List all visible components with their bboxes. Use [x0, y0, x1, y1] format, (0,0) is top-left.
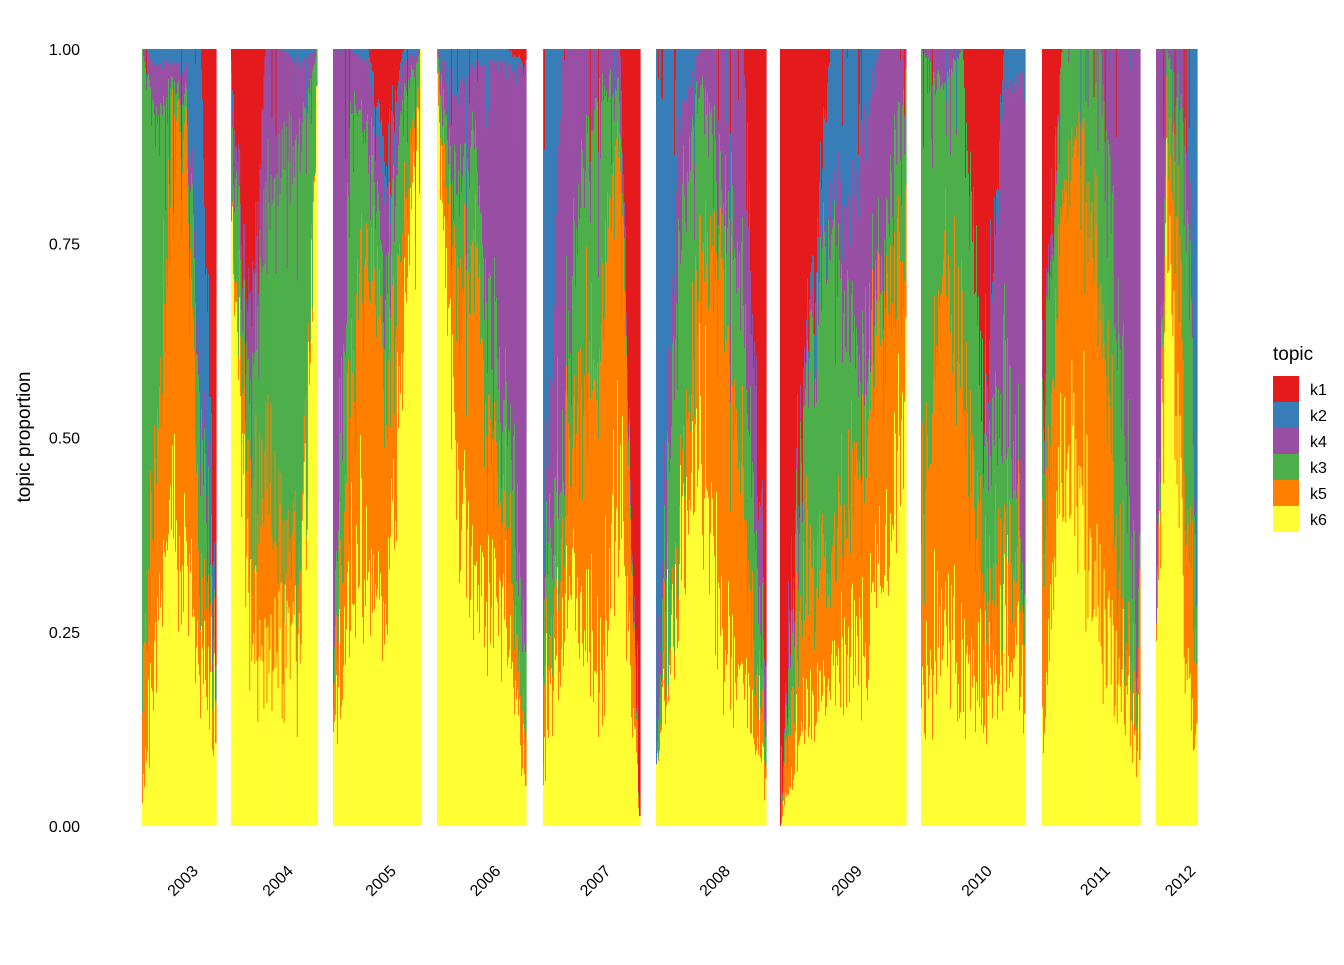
- bar-segment-k3: [1196, 606, 1198, 665]
- bar-segment-k3: [1139, 534, 1141, 570]
- bar-segment-k2: [215, 666, 217, 701]
- x-tick-label: 2011: [1077, 863, 1113, 899]
- group-2007: [543, 49, 641, 826]
- legend-key-k4: [1273, 428, 1299, 454]
- bar-segment-k2: [1196, 49, 1198, 606]
- group-2003: [142, 49, 217, 826]
- x-tick-label: 2010: [959, 863, 996, 900]
- y-tick-label: 0.25: [49, 625, 80, 642]
- bar-segment-k1: [215, 49, 217, 666]
- bar-segment-k5: [765, 767, 767, 778]
- bar-segment-k6: [420, 49, 422, 826]
- x-tick-label: 2003: [165, 863, 202, 900]
- bar-segment-k6: [1196, 724, 1198, 826]
- bar-segment-k5: [1024, 646, 1026, 714]
- x-tick-label: 2005: [363, 863, 400, 900]
- bar-segment-k4: [1024, 102, 1026, 594]
- x-tick-label: 2006: [467, 863, 504, 900]
- x-tick-label: 2012: [1162, 863, 1199, 900]
- bar-segment-k6: [1139, 760, 1141, 826]
- bar-segment-k5: [1196, 665, 1198, 724]
- bar-segment-k6: [525, 786, 527, 826]
- y-tick-label: 1.00: [49, 42, 80, 59]
- bar-segment-k6: [905, 317, 907, 826]
- bar-segment-k3: [1024, 594, 1026, 645]
- y-tick-label: 0.50: [49, 431, 80, 448]
- legend-label-k5: k5: [1310, 486, 1327, 503]
- y-axis-title: topic proportion: [14, 372, 35, 503]
- legend: topic k1 k2 k4 k3 k5 k6: [1273, 344, 1327, 532]
- x-tick-label: 2008: [697, 863, 734, 900]
- group-2004: [231, 49, 318, 826]
- bar-segment-k6: [639, 816, 641, 826]
- legend-key-k2: [1273, 402, 1299, 428]
- bar-segment-k3: [905, 69, 907, 186]
- bar-segment-k3: [316, 49, 318, 86]
- bar-segment-k1: [525, 49, 527, 60]
- bar-segment-k5: [525, 738, 527, 786]
- legend-label-k2: k2: [1310, 408, 1327, 425]
- legend-key-k1: [1273, 376, 1299, 402]
- bars-layer: [142, 49, 1198, 826]
- legend-key-k5: [1273, 480, 1299, 506]
- legend-label-k6: k6: [1310, 512, 1327, 529]
- group-2011: [1042, 49, 1141, 826]
- group-2006: [437, 49, 527, 826]
- bar-segment-k6: [316, 86, 318, 826]
- bar-segment-k4: [905, 49, 907, 69]
- x-tick-label: 2004: [260, 863, 297, 900]
- y-axis: 0.00 0.25 0.50 0.75 1.00: [49, 42, 80, 836]
- x-tick-label: 2009: [829, 863, 866, 900]
- bar-segment-k6: [1024, 714, 1026, 826]
- bar-segment-k1: [765, 49, 767, 667]
- bar-segment-k4: [1139, 49, 1141, 534]
- legend-title: topic: [1273, 344, 1313, 365]
- bar-segment-k1: [639, 49, 641, 816]
- y-tick-label: 0.00: [49, 819, 80, 836]
- bar-segment-k4: [765, 667, 767, 737]
- y-tick-label: 0.75: [49, 236, 80, 253]
- legend-key-k3: [1273, 454, 1299, 480]
- legend-key-k6: [1273, 506, 1299, 532]
- bar-segment-k3: [765, 736, 767, 767]
- legend-label-k4: k4: [1310, 434, 1327, 451]
- group-2010: [921, 49, 1026, 826]
- bar-segment-k6: [215, 743, 217, 826]
- bar-segment-k3: [525, 652, 527, 738]
- group-2008: [656, 49, 767, 826]
- group-2009: [780, 49, 907, 826]
- legend-label-k3: k3: [1310, 460, 1327, 477]
- bar-segment-k4: [525, 60, 527, 652]
- x-tick-label: 2007: [577, 863, 614, 900]
- bar-segment-k5: [905, 186, 907, 318]
- bar-segment-k5: [215, 701, 217, 743]
- bar-segment-k6: [765, 778, 767, 826]
- x-axis: 2003 2004 2005 2006 2007 2008 2009 2010 2011 2012: [165, 863, 1200, 900]
- group-2005: [333, 49, 422, 826]
- bar-segment-k5: [1139, 570, 1141, 761]
- group-2012: [1156, 49, 1198, 826]
- bar-segment-k2: [1024, 49, 1026, 102]
- legend-label-k1: k1: [1310, 382, 1327, 399]
